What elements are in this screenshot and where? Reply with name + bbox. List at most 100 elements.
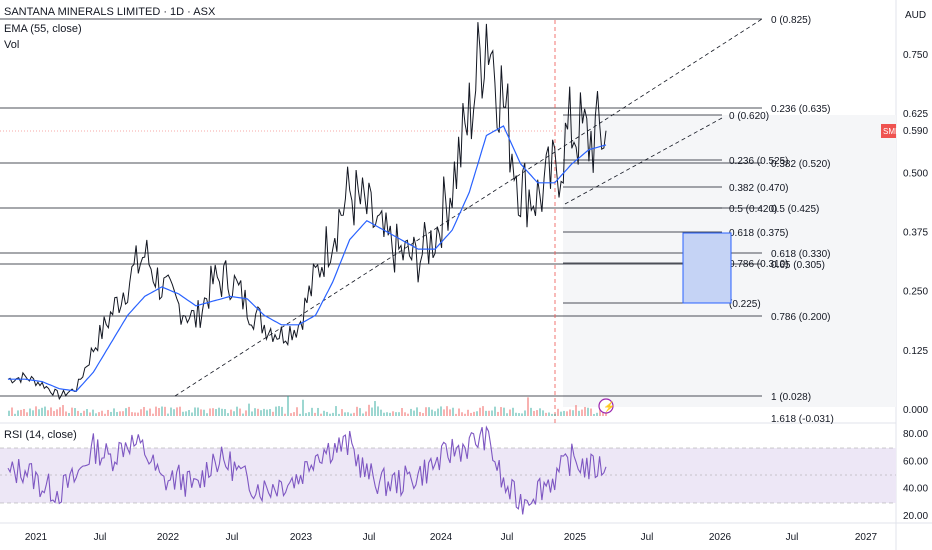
- volume-bar: [173, 409, 175, 416]
- volume-bar: [491, 410, 493, 416]
- volume-bar: [206, 413, 208, 416]
- volume-bar: [188, 410, 190, 416]
- volume-bar: [86, 409, 88, 416]
- volume-bar: [281, 406, 283, 416]
- current-price-label: 0.590: [903, 126, 928, 137]
- price-tick-label: 0.750: [903, 50, 928, 61]
- volume-bar: [596, 412, 598, 416]
- volume-bar: [539, 408, 541, 416]
- volume-bar: [170, 407, 172, 416]
- time-tick-label: 2023: [290, 532, 313, 543]
- volume-bar: [146, 410, 148, 416]
- volume-bar: [278, 406, 280, 416]
- volume-bar: [227, 413, 229, 416]
- volume-bar: [20, 409, 22, 416]
- volume-bar: [560, 411, 562, 416]
- time-tick-label: 2021: [25, 532, 48, 543]
- volume-bar: [407, 413, 409, 416]
- price-series: [7, 22, 607, 401]
- price-tick-label: 0.625: [903, 109, 928, 120]
- volume-bar: [485, 410, 487, 416]
- volume-bar: [404, 412, 406, 416]
- volume-bar: [533, 410, 535, 416]
- volume-bar: [374, 401, 376, 416]
- volume-bar: [344, 412, 346, 416]
- volume-bar: [377, 406, 379, 416]
- volume-bar: [392, 411, 394, 416]
- time-tick-label: Jul: [786, 532, 799, 543]
- time-tick-label: Jul: [501, 532, 514, 543]
- volume-bar: [515, 412, 517, 416]
- volume-bar: [215, 409, 217, 416]
- ema-series: [8, 125, 607, 392]
- volume-bar: [389, 412, 391, 416]
- volume-bar: [107, 409, 109, 416]
- time-tick-label: Jul: [363, 532, 376, 543]
- fib-left-label: 0.65 (0.305): [771, 260, 825, 271]
- fib-right-label: 0.5 (0.420): [729, 204, 777, 215]
- volume-bar: [272, 411, 274, 416]
- volume-bar: [263, 408, 265, 416]
- volume-bar: [11, 407, 13, 416]
- volume-bar: [152, 413, 154, 416]
- volume-bar: [35, 406, 37, 416]
- volume-bar: [80, 412, 82, 416]
- volume-bar: [113, 408, 115, 416]
- volume-bar: [194, 407, 196, 416]
- volume-bar: [266, 409, 268, 416]
- volume-bar: [212, 408, 214, 416]
- rsi-tick-label: 80.00: [903, 429, 928, 440]
- volume-bar: [530, 407, 532, 416]
- volume-bar: [482, 406, 484, 416]
- volume-bar: [314, 412, 316, 416]
- volume-bar: [89, 412, 91, 416]
- time-tick-label: 2022: [157, 532, 180, 543]
- volume-bar: [425, 407, 427, 416]
- currency-label: AUD: [905, 10, 926, 21]
- volume-bar: [494, 406, 496, 416]
- volume-bar: [554, 413, 556, 416]
- volume-bar: [524, 410, 526, 416]
- volume-bar: [413, 410, 415, 416]
- volume-bar: [500, 407, 502, 416]
- volume-bar: [566, 411, 568, 416]
- volume-bar: [287, 395, 289, 416]
- volume-bar: [65, 411, 67, 416]
- volume-bar: [251, 411, 253, 416]
- volume-bar: [299, 413, 301, 416]
- volume-bar: [245, 410, 247, 416]
- volume-bar: [398, 412, 400, 416]
- volume-bar: [353, 412, 355, 416]
- volume-bar: [527, 397, 529, 416]
- volume-bar: [158, 407, 160, 416]
- volume-bar: [476, 411, 478, 416]
- volume-bar: [362, 413, 364, 416]
- volume-bar: [587, 407, 589, 416]
- volume-bar: [236, 406, 238, 416]
- volume-bar: [593, 413, 595, 416]
- trendline-lower: [564, 117, 723, 205]
- volume-bar: [203, 409, 205, 416]
- volume-bar: [185, 411, 187, 416]
- volume-bar: [371, 407, 373, 416]
- fib-left-label: 0.5 (0.425): [771, 204, 819, 215]
- volume-bar: [8, 410, 10, 416]
- volume-bar: [59, 407, 61, 416]
- volume-bar: [110, 411, 112, 416]
- volume-bar: [44, 406, 46, 416]
- volume-bar: [359, 408, 361, 416]
- symbol-tag-text: SMI: [883, 127, 897, 136]
- volume-bar: [419, 411, 421, 416]
- volume-bar: [326, 411, 328, 416]
- fib-left-label: 0.786 (0.200): [771, 312, 831, 323]
- price-tick-label: 0.250: [903, 287, 928, 298]
- volume-bar: [488, 410, 490, 416]
- volume-bar: [26, 412, 28, 416]
- volume-bar: [119, 411, 121, 416]
- lightning-icon[interactable]: [598, 398, 614, 414]
- volume-bar: [416, 407, 418, 416]
- symbol-tag: [881, 124, 896, 138]
- time-tick-label: 2025: [564, 532, 587, 543]
- volume-bar: [584, 406, 586, 416]
